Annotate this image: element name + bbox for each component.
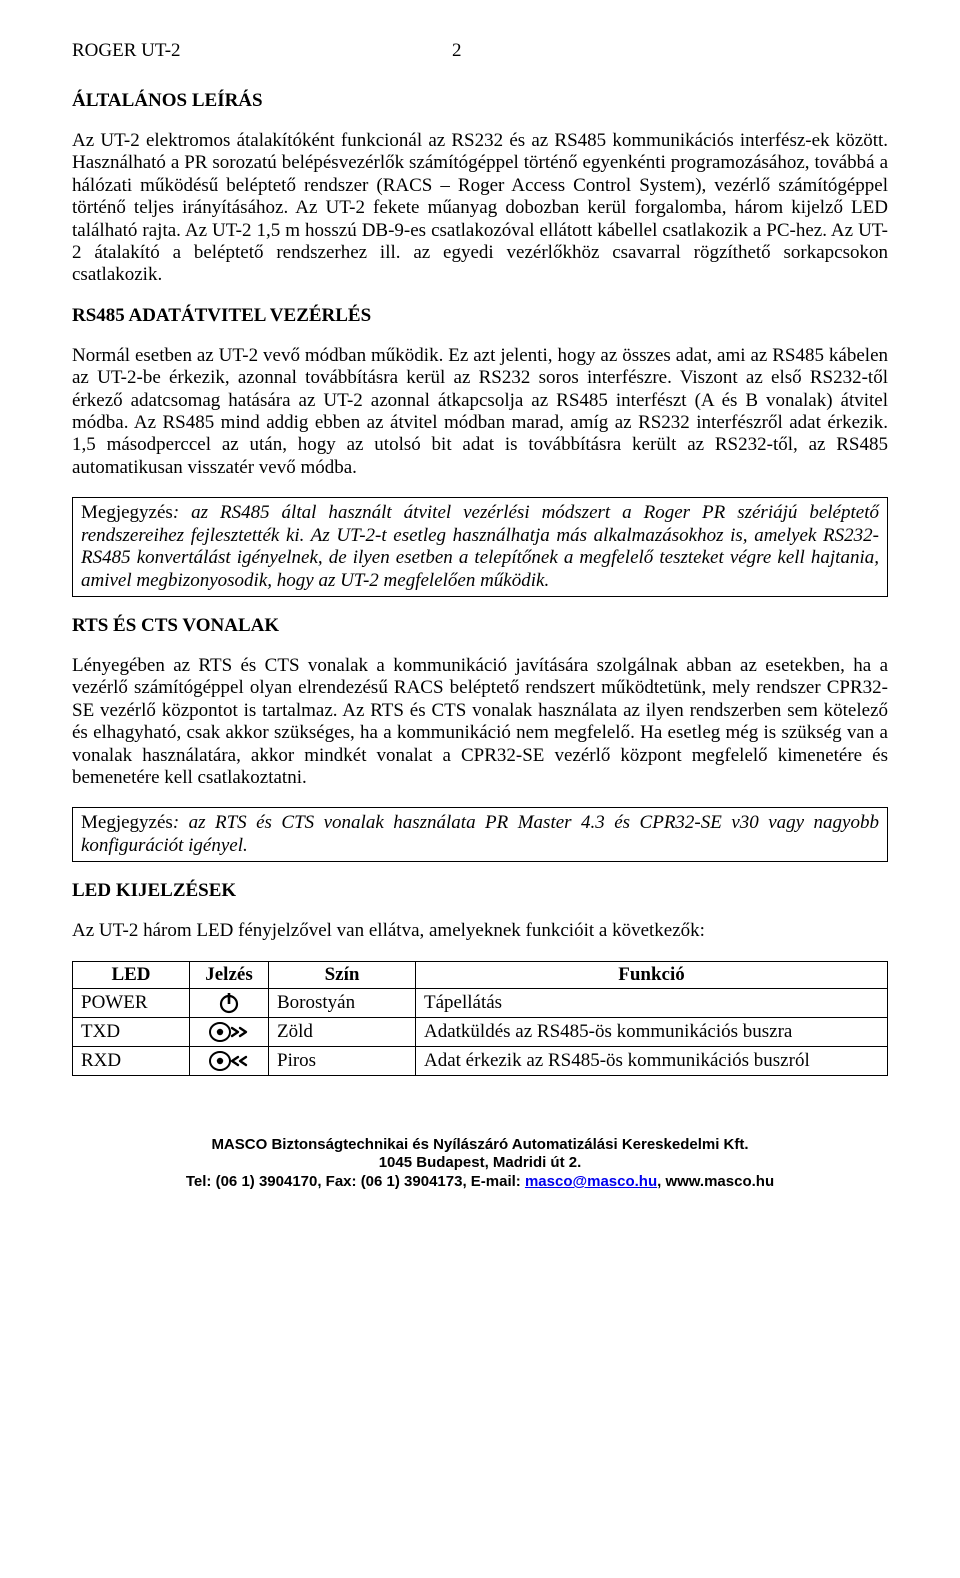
body-paragraph: Lényegében az RTS és CTS vonalak a kommu… bbox=[72, 655, 888, 789]
table-row: TXD Zöld Adatküldés az RS485-ös kommunik… bbox=[73, 1017, 888, 1046]
rx-icon bbox=[208, 1049, 250, 1073]
page-footer: MASCO Biztonságtechnikai és Nyílászáró A… bbox=[72, 1136, 888, 1192]
led-function: Tápellátás bbox=[416, 988, 888, 1017]
section-heading: RS485 ADATÁTVITEL VEZÉRLÉS bbox=[72, 305, 888, 327]
doc-title: ROGER UT-2 bbox=[72, 40, 452, 62]
section-heading: LED KIJELZÉSEK bbox=[72, 880, 888, 902]
page-number: 2 bbox=[452, 40, 462, 62]
note-box: Megjegyzés: az RTS és CTS vonalak haszná… bbox=[72, 807, 888, 862]
led-icon-cell bbox=[190, 1017, 269, 1046]
document-page: ROGER UT-2 2 ÁLTALÁNOS LEÍRÁS Az UT-2 el… bbox=[0, 0, 960, 1216]
led-name: POWER bbox=[73, 988, 190, 1017]
tx-icon bbox=[208, 1020, 250, 1044]
note-label: Megjegyzés bbox=[81, 812, 173, 833]
note-label: Megjegyzés bbox=[81, 502, 173, 523]
led-color: Borostyán bbox=[269, 988, 416, 1017]
table-header: Funkció bbox=[416, 961, 888, 988]
footer-line1: MASCO Biztonságtechnikai és Nyílászáró A… bbox=[211, 1136, 748, 1153]
table-row: RXD Piros Adat érkezik az RS485-ös kommu… bbox=[73, 1046, 888, 1075]
note-box: Megjegyzés: az RS485 által használt átvi… bbox=[72, 497, 888, 597]
body-paragraph: Az UT-2 elektromos átalakítóként funkcio… bbox=[72, 130, 888, 287]
table-header: Szín bbox=[269, 961, 416, 988]
table-header-row: LED Jelzés Szín Funkció bbox=[73, 961, 888, 988]
led-function: Adatküldés az RS485-ös kommunikációs bus… bbox=[416, 1017, 888, 1046]
led-icon-cell bbox=[190, 1046, 269, 1075]
body-paragraph: Normál esetben az UT-2 vevő módban működ… bbox=[72, 345, 888, 479]
led-function: Adat érkezik az RS485-ös kommunikációs b… bbox=[416, 1046, 888, 1075]
footer-line2: 1045 Budapest, Madridi út 2. bbox=[379, 1154, 582, 1171]
led-icon-cell bbox=[190, 988, 269, 1017]
led-color: Piros bbox=[269, 1046, 416, 1075]
led-color: Zöld bbox=[269, 1017, 416, 1046]
footer-email-link[interactable]: masco@masco.hu bbox=[525, 1173, 657, 1190]
footer-line3-suffix: , www.masco.hu bbox=[657, 1173, 774, 1190]
page-header: ROGER UT-2 2 bbox=[72, 40, 888, 62]
table-header: LED bbox=[73, 961, 190, 988]
section-heading: RTS ÉS CTS VONALAK bbox=[72, 615, 888, 637]
power-icon bbox=[215, 991, 243, 1015]
footer-line3-prefix: Tel: (06 1) 3904170, Fax: (06 1) 3904173… bbox=[186, 1173, 525, 1190]
table-row: POWER Borostyán Tápellátás bbox=[73, 988, 888, 1017]
body-paragraph: Az UT-2 három LED fényjelzővel van ellát… bbox=[72, 920, 888, 942]
led-name: TXD bbox=[73, 1017, 190, 1046]
led-table: LED Jelzés Szín Funkció POWER Borostyán … bbox=[72, 961, 888, 1076]
table-header: Jelzés bbox=[190, 961, 269, 988]
led-name: RXD bbox=[73, 1046, 190, 1075]
section-heading: ÁLTALÁNOS LEÍRÁS bbox=[72, 90, 888, 112]
note-text: : az RS485 által használt átvitel vezérl… bbox=[81, 502, 879, 590]
note-text: : az RTS és CTS vonalak használata PR Ma… bbox=[81, 812, 879, 855]
